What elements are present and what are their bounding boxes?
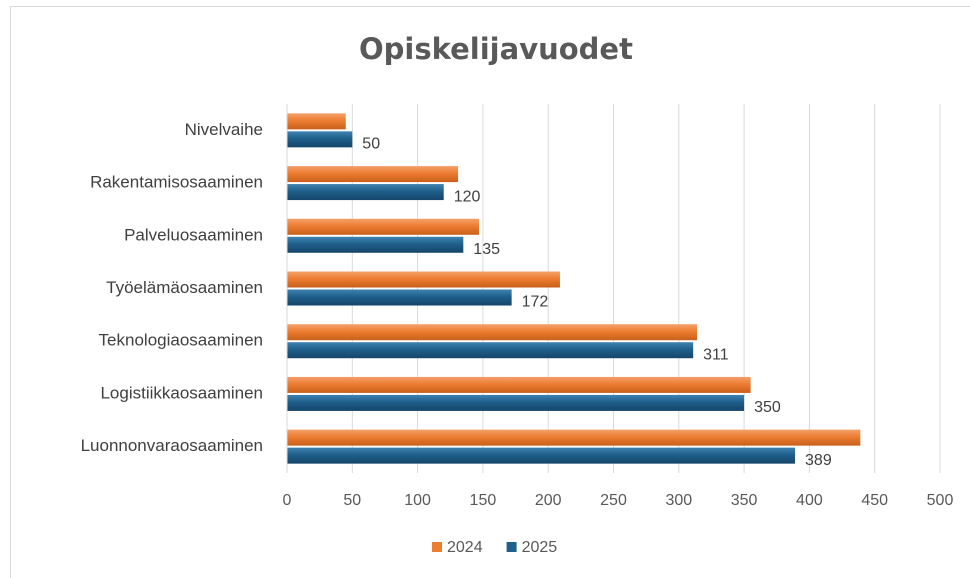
- bar: [287, 394, 745, 411]
- bar: [287, 271, 560, 288]
- chart-title: Opiskelijavuodet: [359, 32, 633, 66]
- legend-label: 2024: [447, 539, 483, 556]
- x-tick-label: 250: [600, 492, 627, 509]
- legend-swatch: [506, 542, 517, 552]
- bar: [287, 342, 694, 359]
- value-label: 350: [754, 399, 781, 416]
- x-tick-label: 200: [535, 492, 562, 509]
- x-tick-label: 500: [927, 492, 954, 509]
- value-label: 389: [805, 452, 832, 469]
- bar: [287, 113, 346, 130]
- bar: [287, 429, 861, 446]
- value-label: 120: [454, 188, 481, 205]
- bar: [287, 184, 444, 201]
- y-tick-label: Teknologiaosaaminen: [99, 331, 263, 350]
- value-label: 50: [362, 136, 380, 153]
- bar: [287, 324, 698, 341]
- x-tick-label: 100: [404, 492, 431, 509]
- x-tick-label: 450: [861, 492, 888, 509]
- bar: [287, 289, 512, 306]
- x-tick-label: 300: [665, 492, 692, 509]
- bar: [287, 131, 353, 148]
- bar: [287, 218, 479, 235]
- y-tick-label: Työelämäosaaminen: [106, 278, 263, 297]
- x-tick-label: 0: [283, 492, 292, 509]
- bar: [287, 166, 459, 183]
- y-tick-label: Rakentamisosaaminen: [90, 173, 263, 192]
- x-tick-label: 50: [343, 492, 361, 509]
- y-tick-label: Nivelvaihe: [185, 120, 263, 139]
- x-tick-label: 350: [731, 492, 758, 509]
- legend-swatch: [432, 542, 442, 552]
- x-tick-label: 400: [796, 492, 823, 509]
- y-tick-label: Luonnonvaraosaaminen: [81, 436, 263, 455]
- bar: [287, 447, 796, 464]
- bar: [287, 236, 464, 253]
- value-label: 311: [703, 346, 729, 363]
- y-tick-label: Logistiikkaosaaminen: [100, 383, 263, 402]
- value-label: 135: [473, 241, 500, 258]
- value-label: 172: [522, 294, 549, 311]
- y-tick-label: Palveluosaaminen: [124, 225, 263, 244]
- bar: [287, 376, 751, 393]
- legend-label: 2025: [522, 539, 558, 556]
- x-tick-label: 150: [470, 492, 497, 509]
